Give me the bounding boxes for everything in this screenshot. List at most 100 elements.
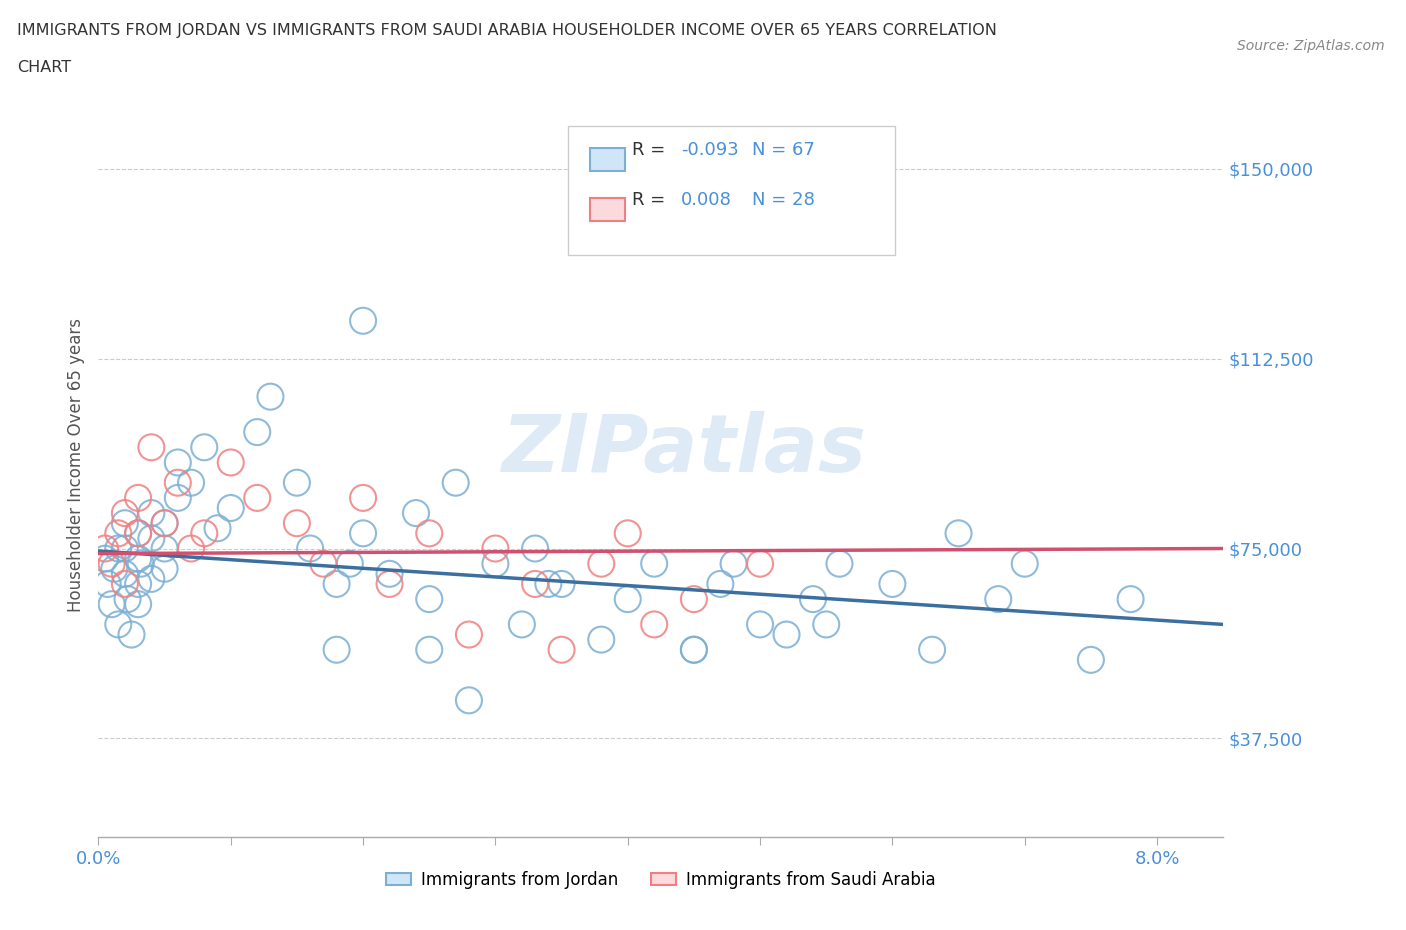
Point: [153, 516, 176, 531]
Point: [285, 475, 308, 490]
Point: [246, 425, 269, 440]
Legend: Immigrants from Jordan, Immigrants from Saudi Arabia: Immigrants from Jordan, Immigrants from …: [380, 864, 942, 896]
Point: [100, 597, 122, 612]
Point: [180, 475, 202, 490]
Point: [97, 577, 120, 591]
Point: [312, 556, 335, 571]
Point: [524, 577, 547, 591]
Point: [484, 556, 506, 571]
Point: [100, 556, 122, 571]
Point: [114, 541, 136, 556]
Point: [458, 627, 481, 642]
Point: [117, 591, 139, 606]
Point: [166, 455, 188, 470]
Point: [550, 643, 572, 658]
Point: [1119, 591, 1142, 606]
Point: [127, 525, 149, 540]
Point: [591, 632, 613, 647]
Point: [94, 541, 117, 556]
Point: [325, 643, 347, 658]
Point: [352, 490, 374, 505]
Point: [458, 693, 481, 708]
Point: [484, 541, 506, 556]
Point: [683, 643, 706, 658]
Point: [127, 597, 149, 612]
Text: R =: R =: [633, 191, 671, 209]
Point: [153, 562, 176, 577]
Y-axis label: Householder Income Over 65 years: Householder Income Over 65 years: [66, 318, 84, 612]
Text: IMMIGRANTS FROM JORDAN VS IMMIGRANTS FROM SAUDI ARABIA HOUSEHOLDER INCOME OVER 6: IMMIGRANTS FROM JORDAN VS IMMIGRANTS FRO…: [17, 23, 997, 38]
Point: [207, 521, 229, 536]
Point: [127, 490, 149, 505]
Point: [352, 313, 374, 328]
Point: [775, 627, 797, 642]
Point: [127, 577, 149, 591]
Point: [378, 577, 401, 591]
Text: N = 67: N = 67: [752, 141, 814, 159]
Text: N = 28: N = 28: [752, 191, 814, 209]
Point: [141, 571, 163, 586]
Point: [114, 577, 136, 591]
Point: [683, 591, 706, 606]
Point: [444, 475, 467, 490]
Point: [709, 577, 731, 591]
Point: [259, 390, 281, 405]
Point: [683, 643, 706, 658]
Text: Source: ZipAtlas.com: Source: ZipAtlas.com: [1237, 39, 1385, 53]
Point: [129, 556, 152, 571]
Point: [643, 556, 665, 571]
Point: [616, 525, 638, 540]
Point: [921, 643, 943, 658]
Point: [418, 643, 440, 658]
Point: [103, 562, 125, 577]
Point: [219, 500, 242, 515]
Point: [153, 541, 176, 556]
Point: [299, 541, 322, 556]
Point: [723, 556, 745, 571]
Point: [749, 556, 772, 571]
Text: R =: R =: [633, 141, 671, 159]
Point: [339, 556, 361, 571]
Point: [246, 490, 269, 505]
Point: [114, 566, 136, 581]
Point: [537, 577, 560, 591]
Point: [180, 541, 202, 556]
Point: [801, 591, 824, 606]
Point: [591, 556, 613, 571]
Point: [107, 525, 129, 540]
Point: [141, 506, 163, 521]
Point: [352, 525, 374, 540]
Point: [114, 506, 136, 521]
Point: [815, 617, 838, 631]
Point: [828, 556, 851, 571]
Point: [405, 506, 427, 521]
Point: [193, 440, 215, 455]
Text: CHART: CHART: [17, 60, 70, 75]
Point: [643, 617, 665, 631]
Point: [948, 525, 970, 540]
Text: ZIPatlas: ZIPatlas: [501, 411, 866, 489]
Point: [121, 627, 143, 642]
Point: [141, 531, 163, 546]
Point: [749, 617, 772, 631]
Point: [107, 617, 129, 631]
Point: [193, 525, 215, 540]
Point: [127, 525, 149, 540]
Point: [166, 490, 188, 505]
Point: [378, 566, 401, 581]
Text: -0.093: -0.093: [682, 141, 740, 159]
Point: [1014, 556, 1036, 571]
Point: [219, 455, 242, 470]
Point: [1080, 653, 1102, 668]
Point: [114, 516, 136, 531]
Point: [325, 577, 347, 591]
Point: [616, 591, 638, 606]
Point: [882, 577, 904, 591]
Point: [153, 516, 176, 531]
Point: [166, 475, 188, 490]
Point: [418, 591, 440, 606]
Point: [141, 440, 163, 455]
Point: [285, 516, 308, 531]
Point: [987, 591, 1010, 606]
Point: [107, 541, 129, 556]
